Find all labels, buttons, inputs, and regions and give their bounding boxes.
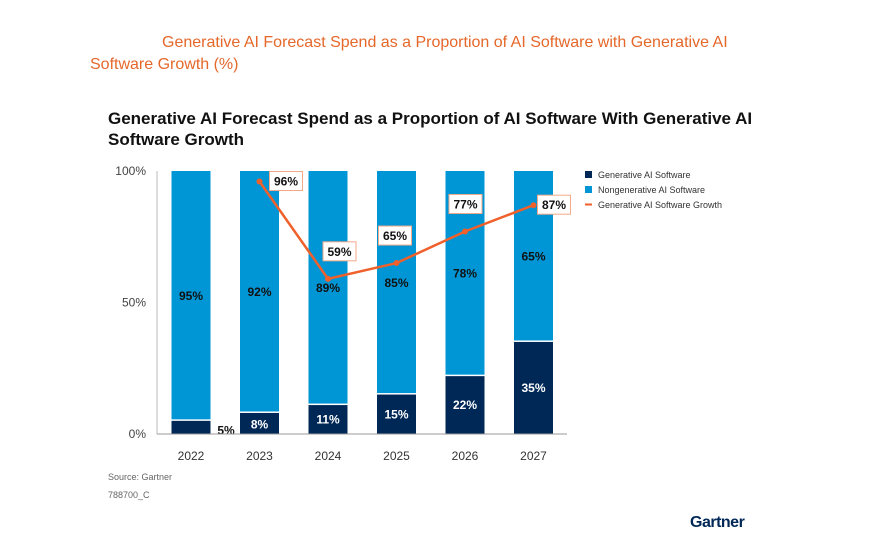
growth-point — [462, 228, 468, 235]
source-note: Source: Gartner — [108, 472, 173, 482]
label-nongenerative: 92% — [247, 285, 271, 299]
label-generative: 22% — [453, 398, 477, 412]
bar-generative — [171, 420, 211, 434]
growth-label-box — [322, 241, 357, 262]
bar-generative — [445, 376, 485, 434]
legend-label: Generative AI Software Growth — [598, 200, 722, 210]
growth-label-box — [448, 193, 483, 214]
label-nongenerative: 95% — [179, 289, 203, 303]
growth-label: 77% — [453, 197, 477, 211]
label-nongenerative: 78% — [453, 267, 477, 281]
x-tick-label: 2024 — [315, 449, 342, 463]
label-generative: 11% — [316, 413, 340, 427]
growth-label: 65% — [383, 229, 407, 243]
growth-label-box — [269, 171, 303, 192]
bar-generative — [377, 394, 416, 434]
bar-nongenerative — [308, 171, 348, 404]
label-generative: 15% — [384, 407, 408, 421]
growth-label: 96% — [274, 175, 298, 189]
y-tick-label: 0% — [129, 427, 147, 441]
legend-label: Generative AI Software — [598, 170, 691, 180]
label-generative: 8% — [251, 417, 269, 431]
growth-label-box — [378, 225, 412, 246]
x-tick-label: 2027 — [520, 449, 547, 463]
bar-generative — [240, 412, 279, 434]
bar-nongenerative — [377, 171, 416, 394]
bar-generative — [514, 341, 553, 434]
growth-point — [393, 260, 400, 267]
x-tick-label: 2026 — [452, 449, 479, 463]
label-generative: 5% — [217, 423, 235, 437]
bar-generative — [308, 405, 348, 434]
x-tick-label: 2022 — [178, 449, 205, 463]
x-tick-label: 2025 — [383, 449, 410, 463]
growth-label: 87% — [542, 198, 566, 212]
bar-nongenerative — [240, 171, 279, 412]
chart-id: 788700_C — [108, 490, 150, 500]
label-nongenerative: 65% — [521, 249, 545, 263]
chart-title: Generative AI Forecast Spend as a Propor… — [108, 109, 753, 149]
growth-label: 59% — [327, 245, 351, 259]
growth-point — [325, 275, 331, 282]
bar-nongenerative — [171, 171, 211, 420]
y-tick-label: 50% — [122, 296, 146, 310]
growth-label-box — [537, 194, 571, 215]
legend-swatch — [585, 171, 592, 178]
legend-swatch — [585, 186, 592, 193]
legend-label: Nongenerative AI Software — [598, 185, 705, 195]
label-generative: 35% — [521, 381, 545, 395]
growth-point — [256, 178, 263, 185]
header-title: Generative AI Forecast Spend as a Propor… — [90, 34, 728, 73]
y-tick-label: 100% — [115, 164, 146, 178]
label-nongenerative: 85% — [384, 276, 408, 290]
label-nongenerative: 89% — [316, 281, 340, 295]
growth-point — [530, 202, 537, 209]
gartner-logo: Gartner — [690, 514, 745, 531]
x-tick-label: 2023 — [246, 449, 273, 463]
